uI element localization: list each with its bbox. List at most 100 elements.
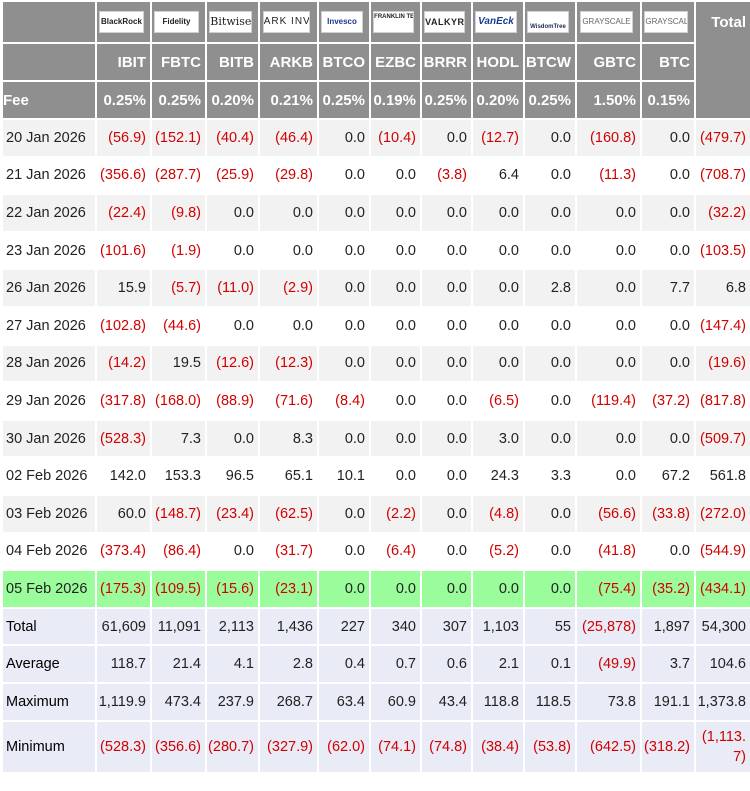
summary-value: 237.9 <box>207 683 258 720</box>
summary-value: 43.4 <box>422 683 471 720</box>
flow-value: 0.0 <box>319 495 369 532</box>
fee-value: 0.20% <box>473 82 523 118</box>
summary-value: 118.5 <box>525 683 575 720</box>
flow-value: 153.3 <box>152 458 205 494</box>
flow-value: 0.0 <box>525 307 575 344</box>
wisdomtree-logo: WisdomTree <box>527 11 569 33</box>
flow-value: (44.6) <box>152 307 205 344</box>
issuer-logo-cell: Fidelity <box>152 2 205 42</box>
flow-value: (4.8) <box>473 495 523 532</box>
flow-value: 0.0 <box>207 533 258 570</box>
flow-value: 0.0 <box>577 270 640 306</box>
flow-value: 3.0 <box>473 420 523 457</box>
ticker-header: BTCO <box>319 44 369 80</box>
row-date: 29 Jan 2026 <box>3 383 95 419</box>
row-date: 23 Jan 2026 <box>3 232 95 269</box>
summary-value: 307 <box>422 608 471 645</box>
fee-value: 0.15% <box>642 82 694 118</box>
flow-value: 0.0 <box>260 232 317 269</box>
row-total: (509.7) <box>696 420 750 457</box>
logo-header-row: BlackRock Fidelity Bitwise ARK INVEST In… <box>3 2 750 118</box>
flow-value: (101.6) <box>97 232 150 269</box>
fee-value: 0.25% <box>422 82 471 118</box>
flow-value: (11.0) <box>207 270 258 306</box>
row-total: (272.0) <box>696 495 750 532</box>
summary-value: 1,119.9 <box>97 683 150 720</box>
flow-value: (41.8) <box>577 533 640 570</box>
flow-value: 0.0 <box>642 195 694 231</box>
issuer-logo-cell: Invesco <box>319 2 369 42</box>
row-date: 03 Feb 2026 <box>3 495 95 532</box>
row-date: 30 Jan 2026 <box>3 420 95 457</box>
flow-value: 0.0 <box>577 232 640 269</box>
flow-value: (5.7) <box>152 270 205 306</box>
flow-value: (40.4) <box>207 120 258 156</box>
flow-value: (317.8) <box>97 383 150 419</box>
flow-value: (287.7) <box>152 157 205 194</box>
summary-value: 61,609 <box>97 608 150 645</box>
row-total: (19.6) <box>696 345 750 382</box>
flow-value: (33.8) <box>642 495 694 532</box>
flow-value: 24.3 <box>473 458 523 494</box>
summary-value: 21.4 <box>152 646 205 682</box>
issuer-logo-cell: BlackRock <box>97 2 150 42</box>
fee-value: 0.25% <box>525 82 575 118</box>
summary-value: (642.5) <box>577 721 640 772</box>
flow-value: 0.0 <box>371 458 420 494</box>
summary-value: (327.9) <box>260 721 317 772</box>
flow-value: 0.0 <box>525 157 575 194</box>
flow-value: 0.0 <box>260 195 317 231</box>
flow-value: (356.6) <box>97 157 150 194</box>
flow-value: (109.5) <box>152 571 205 607</box>
flow-value: (102.8) <box>97 307 150 344</box>
flow-value: 0.0 <box>525 571 575 607</box>
flow-value: (3.8) <box>422 157 471 194</box>
flow-value: 0.0 <box>371 195 420 231</box>
vaneck-logo: VanEck <box>475 11 517 33</box>
table-row: 27 Jan 2026 (102.8) (44.6) 0.0 0.0 0.0 0.0 0.0 0… <box>3 307 750 344</box>
table-row: 23 Jan 2026 (101.6) (1.9) 0.0 0.0 0.0 0.0 0.0 0.… <box>3 232 750 269</box>
flow-value: 7.3 <box>152 420 205 457</box>
row-total: 561.8 <box>696 458 750 494</box>
blackrock-logo: BlackRock <box>99 11 144 33</box>
flow-value: (86.4) <box>152 533 205 570</box>
flow-value: (25.9) <box>207 157 258 194</box>
flow-value: 19.5 <box>152 345 205 382</box>
summary-value: (528.3) <box>97 721 150 772</box>
summary-value: (356.6) <box>152 721 205 772</box>
summary-label: Average <box>3 646 95 682</box>
flow-value: (1.9) <box>152 232 205 269</box>
flow-value: (46.4) <box>260 120 317 156</box>
flow-value: 96.5 <box>207 458 258 494</box>
flow-value: 0.0 <box>577 345 640 382</box>
flow-value: (2.9) <box>260 270 317 306</box>
total-column-header: Total <box>696 2 750 118</box>
flow-value: (62.5) <box>260 495 317 532</box>
flow-value: (12.7) <box>473 120 523 156</box>
flow-value: 0.0 <box>473 195 523 231</box>
flow-value: (152.1) <box>152 120 205 156</box>
flow-value: 0.0 <box>319 345 369 382</box>
flow-value: (10.4) <box>371 120 420 156</box>
ticker-header: BITB <box>207 44 258 80</box>
table-row: 20 Jan 2026 (56.9) (152.1) (40.4) (46.4) 0.0(… <box>3 120 750 156</box>
flow-value: (35.2) <box>642 571 694 607</box>
flow-value: 0.0 <box>319 571 369 607</box>
flow-value: 0.0 <box>525 120 575 156</box>
summary-value: 0.7 <box>371 646 420 682</box>
flow-value: 0.0 <box>422 345 471 382</box>
row-date: 05 Feb 2026 <box>3 571 95 607</box>
summary-value: 0.4 <box>319 646 369 682</box>
summary-value: 0.1 <box>525 646 575 682</box>
issuer-logo-cell: FRANKLIN TEMPLETON <box>371 2 420 42</box>
flow-value: 0.0 <box>371 232 420 269</box>
row-date: 26 Jan 2026 <box>3 270 95 306</box>
flow-value: (168.0) <box>152 383 205 419</box>
summary-value: 118.8 <box>473 683 523 720</box>
ticker-header: BTCW <box>525 44 575 80</box>
flow-value: 0.0 <box>525 495 575 532</box>
summary-value: 268.7 <box>260 683 317 720</box>
summary-value: (318.2) <box>642 721 694 772</box>
flow-value: (119.4) <box>577 383 640 419</box>
flow-value: 0.0 <box>319 120 369 156</box>
